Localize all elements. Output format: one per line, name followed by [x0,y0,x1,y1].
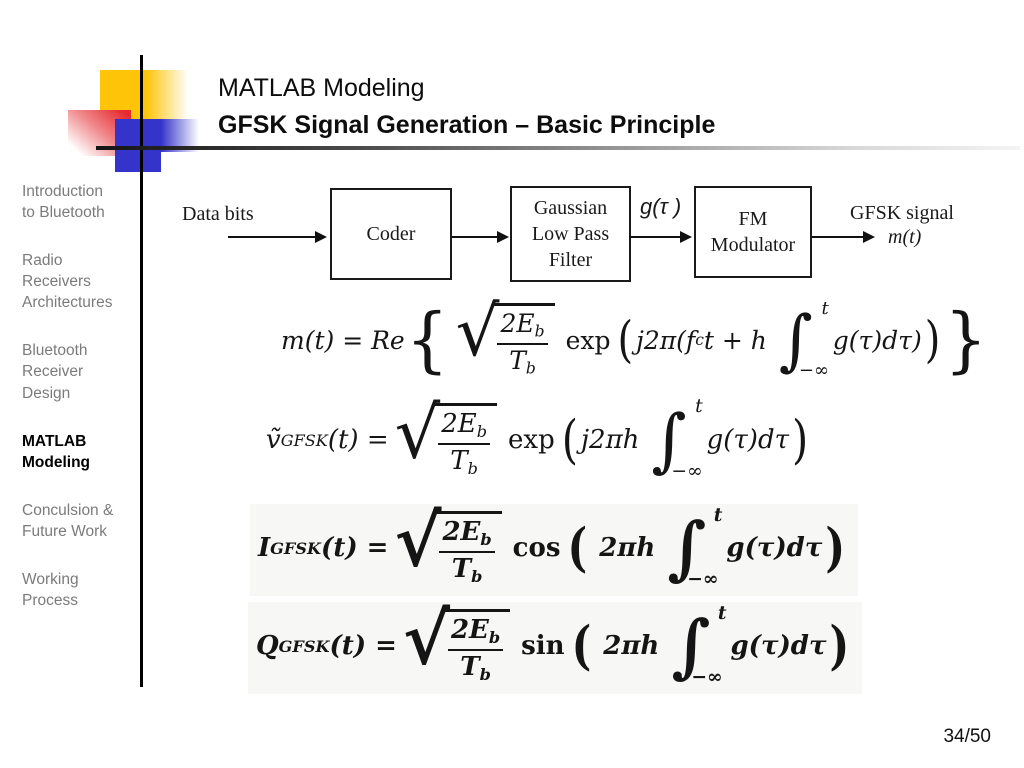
radical-sign: √ [455,291,500,372]
eq3-lhs: I [258,533,271,563]
integral-sign: ∫ [671,605,711,686]
eq3-integral: ∫ t −∞ [667,504,723,590]
eq3-fraction: 2Eb Tb [439,518,495,586]
eq4-open-paren: ( [571,615,592,677]
equation-v-gfsk: ṽ GFSK (t) = √ 2Eb Tb exp ( j2πh ∫ t −∞ g(… [266,391,809,482]
sidebar-item-matlab-modeling: MATLAB Modeling [22,432,91,471]
integral-sign: ∫ [778,301,813,379]
outline-sidebar: Introduction to Bluetooth Radio Receiver… [22,181,136,611]
eq2-fraction: 2Eb Tb [438,410,491,478]
equation-q-gfsk: Q GFSK (t) = √ 2Eb Tb sin ( 2πh ∫ t −∞ g(τ… [248,602,863,694]
eq3-sqrt: √ 2Eb Tb [394,505,502,586]
eq1-open-paren: ( [617,311,634,369]
eq2-lhs: ṽ [266,425,281,455]
integral-sign: ∫ [667,507,707,588]
eq4-lhs: Q [256,631,279,661]
diagram-input-label: Data bits [182,203,254,225]
eq1-fraction: 2Eb Tb [497,310,548,378]
sidebar-item-working-process: Working Process [22,570,79,610]
title-block: MATLAB Modeling GFSK Signal Generation –… [218,73,715,142]
radical-sign: √ [402,596,450,681]
title-underline-rule [96,146,1020,150]
eq2-integral: ∫ t −∞ [651,396,703,482]
slide-title: GFSK Signal Generation – Basic Principle [218,111,716,140]
eq3-function: cos [512,533,561,563]
eq2-sqrt: √ 2Eb Tb [395,398,498,478]
diagram-output-label: GFSK signal [850,202,954,224]
diagram-arrow-filter-to-modulator [629,231,692,243]
eq1-close-paren: ) [924,311,941,369]
diagram-block-gaussian-low-pass-filter: Gaussian Low Pass Filter [510,186,631,282]
sidebar-item-introduction: Introduction to Bluetooth [22,183,105,222]
diagram-block-fm-modulator: FM Modulator [694,186,812,278]
vertical-divider-line [140,55,143,687]
diagram-arrow-input-to-coder [228,231,327,243]
radical-sign: √ [394,391,441,475]
eq4-function: sin [521,631,565,661]
eq4-fraction: 2Eb Tb [447,616,504,684]
equation-mt: m(t) = Re { √ 2Eb Tb exp ( j2π(f c t + h ∫… [281,291,988,381]
eq4-close-paren: ) [829,615,850,677]
eq1-close-brace: } [944,297,988,381]
eq3-open-paren: ( [567,517,588,579]
sidebar-item-bluetooth-receiver: Bluetooth Receiver Design [22,342,88,402]
eq1-open-brace: { [405,297,449,381]
radical-sign: √ [394,498,442,583]
diagram-block-coder: Coder [330,188,452,280]
slide-subtitle: MATLAB Modeling [218,74,425,102]
eq2-open-paren: ( [561,409,578,471]
eq1-sqrt: √ 2Eb Tb [456,298,555,378]
eq1-function: exp [565,325,611,355]
eq3-close-paren: ) [825,517,846,579]
eq2-function: exp [508,425,555,455]
sidebar-item-radio-receivers: Radio Receivers Architectures [22,252,113,312]
sidebar-item-conclusion: Conculsion & Future Work [22,501,114,540]
diagram-arrow-coder-to-filter [452,231,509,243]
integral-sign: ∫ [651,399,687,480]
eq4-sqrt: √ 2Eb Tb [403,603,511,684]
diagram-gtau-label: g(τ ) [640,194,682,219]
diagram-output-signal-label: m(t) [888,226,922,248]
eq4-integral: ∫ t −∞ [671,602,727,688]
eq2-close-paren: ) [791,409,809,471]
diagram-arrow-modulator-to-output [812,231,875,243]
eq1-integral: ∫ t −∞ [778,297,829,381]
eq1-lhs: m(t) = Re [281,325,405,355]
equation-i-gfsk: I GFSK (t) = √ 2Eb Tb cos ( 2πh ∫ t −∞ g(τ… [250,504,859,596]
corner-blue-square [115,119,161,172]
page-number: 34/50 [943,726,991,747]
